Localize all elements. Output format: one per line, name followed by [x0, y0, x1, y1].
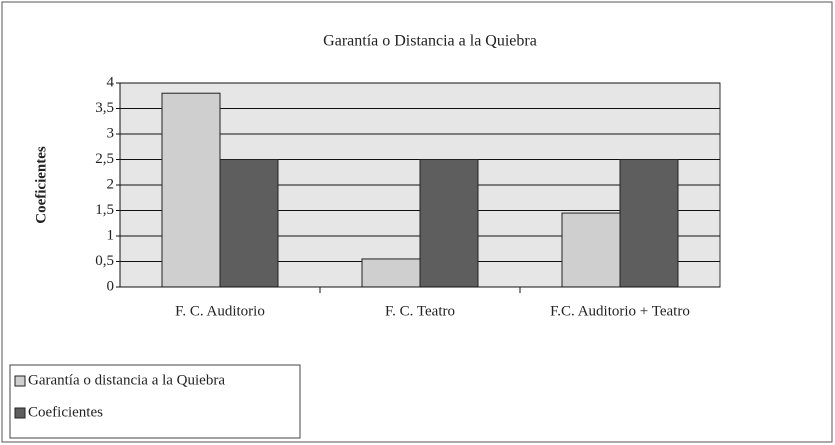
y-tick-label: 3 [107, 125, 115, 141]
legend-swatch [14, 407, 26, 419]
x-tick-label: F.C. Auditorio + Teatro [550, 303, 690, 319]
y-tick-label: 0,5 [95, 253, 114, 269]
y-tick-label: 2,5 [95, 151, 114, 167]
legend-label: Coeficientes [28, 404, 103, 420]
y-tick-label: 3,5 [95, 100, 114, 116]
bar [161, 92, 221, 288]
y-tick-label: 4 [107, 74, 115, 90]
bar [419, 159, 479, 288]
legend [9, 364, 301, 439]
x-tick-label: F. C. Teatro [385, 303, 455, 319]
y-tick-label: 2 [107, 176, 115, 192]
y-tick-label: 0 [107, 278, 115, 294]
chart-title: Garantía o Distancia a la Quiebra [323, 33, 537, 50]
bar [219, 159, 279, 288]
y-tick-label: 1 [107, 227, 115, 243]
legend-label: Garantía o distancia a la Quiebra [28, 372, 225, 388]
bar [619, 159, 679, 288]
y-axis-label: Coeficientes [33, 146, 49, 224]
legend-swatch [14, 375, 26, 387]
y-tick-label: 1,5 [95, 202, 114, 218]
x-tick-label: F. C. Auditorio [175, 303, 265, 319]
bar [561, 212, 621, 288]
bar [361, 258, 421, 288]
